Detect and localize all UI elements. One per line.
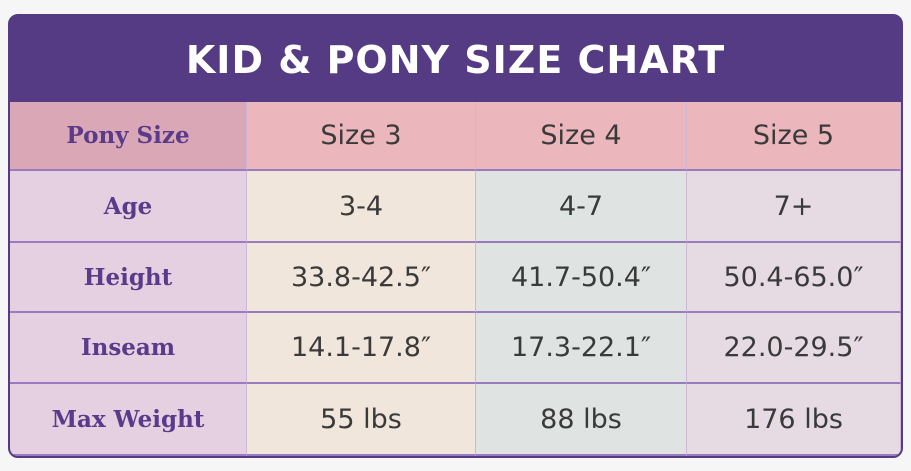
row-label: Max Weight [10,384,247,456]
table-cell: 176 lbs [687,384,901,456]
table-cell: 41.7-50.4″ [476,243,687,313]
row-label: Height [10,243,247,313]
column-header: Size 4 [476,102,687,171]
table-cell: 88 lbs [476,384,687,456]
table-cell: 14.1-17.8″ [247,313,476,384]
table-cell: 33.8-42.5″ [247,243,476,313]
chart-title: KID & PONY SIZE CHART [185,38,726,82]
table-cell: 55 lbs [247,384,476,456]
table-cell: 3-4 [247,171,476,243]
table-cell: 22.0-29.5″ [687,313,901,384]
row-label: Age [10,171,247,243]
row-label: Inseam [10,313,247,384]
table-cell: 4-7 [476,171,687,243]
size-chart: KID & PONY SIZE CHART Pony Size Size 3 Siz… [8,14,903,458]
table-cell: 7+ [687,171,901,243]
table-cell: 17.3-22.1″ [476,313,687,384]
column-header: Size 3 [247,102,476,171]
table-cell: 50.4-65.0″ [687,243,901,313]
column-header: Size 5 [687,102,901,171]
row-header-label: Pony Size [10,102,247,171]
